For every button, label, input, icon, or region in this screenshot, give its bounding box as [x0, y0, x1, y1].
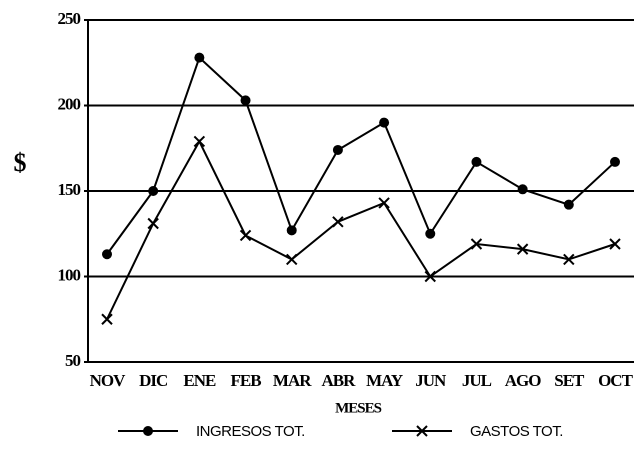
x-tick-label: JUL	[462, 371, 492, 390]
legend-label: GASTOS TOT.	[470, 423, 563, 440]
legend-label: INGRESOS TOT.	[196, 423, 305, 440]
x-tick-label: AGO	[505, 371, 542, 390]
y-tick-label: 50	[65, 351, 81, 370]
x-tick-label: ABR	[321, 371, 356, 390]
data-point	[147, 217, 159, 230]
data-point	[470, 238, 483, 250]
x-axis-title: MESES	[335, 400, 382, 416]
data-point	[563, 253, 575, 266]
data-point	[193, 135, 206, 148]
x-tick-label: NOV	[90, 371, 127, 390]
data-point	[194, 52, 205, 63]
x-tick-label: MAR	[273, 371, 312, 390]
x-tick-label: FEB	[231, 371, 262, 390]
data-point	[101, 313, 113, 325]
data-point	[563, 199, 574, 210]
data-point	[424, 270, 436, 283]
x-tick-label: OCT	[598, 371, 634, 390]
data-point	[286, 225, 297, 236]
data-point	[332, 144, 343, 155]
y-tick-label: 250	[58, 9, 81, 28]
data-point	[425, 228, 436, 239]
data-point	[102, 249, 112, 260]
x-tick-label: SET	[554, 371, 585, 390]
data-point	[240, 95, 251, 106]
data-point	[471, 156, 482, 167]
data-point	[609, 238, 621, 250]
x-tick-label: MAY	[366, 371, 403, 390]
y-tick-label: 100	[58, 265, 81, 284]
legend-marker	[143, 426, 153, 436]
x-tick-label: ENE	[183, 371, 216, 390]
legend-marker	[416, 425, 428, 437]
x-tick-label: JUN	[415, 371, 447, 390]
data-point	[239, 229, 252, 242]
data-point	[516, 243, 529, 255]
y-axis-title: $	[14, 148, 27, 177]
data-point	[379, 117, 390, 128]
data-point	[286, 253, 298, 266]
series-line	[106, 139, 616, 320]
y-tick-label: 200	[58, 94, 81, 113]
data-point	[378, 197, 390, 209]
data-point	[332, 216, 344, 228]
x-tick-label: DIC	[139, 371, 167, 390]
data-point	[610, 156, 620, 167]
data-point	[148, 186, 159, 196]
y-tick-label: 150	[58, 180, 81, 199]
data-point	[517, 184, 528, 195]
series-line	[106, 55, 616, 255]
